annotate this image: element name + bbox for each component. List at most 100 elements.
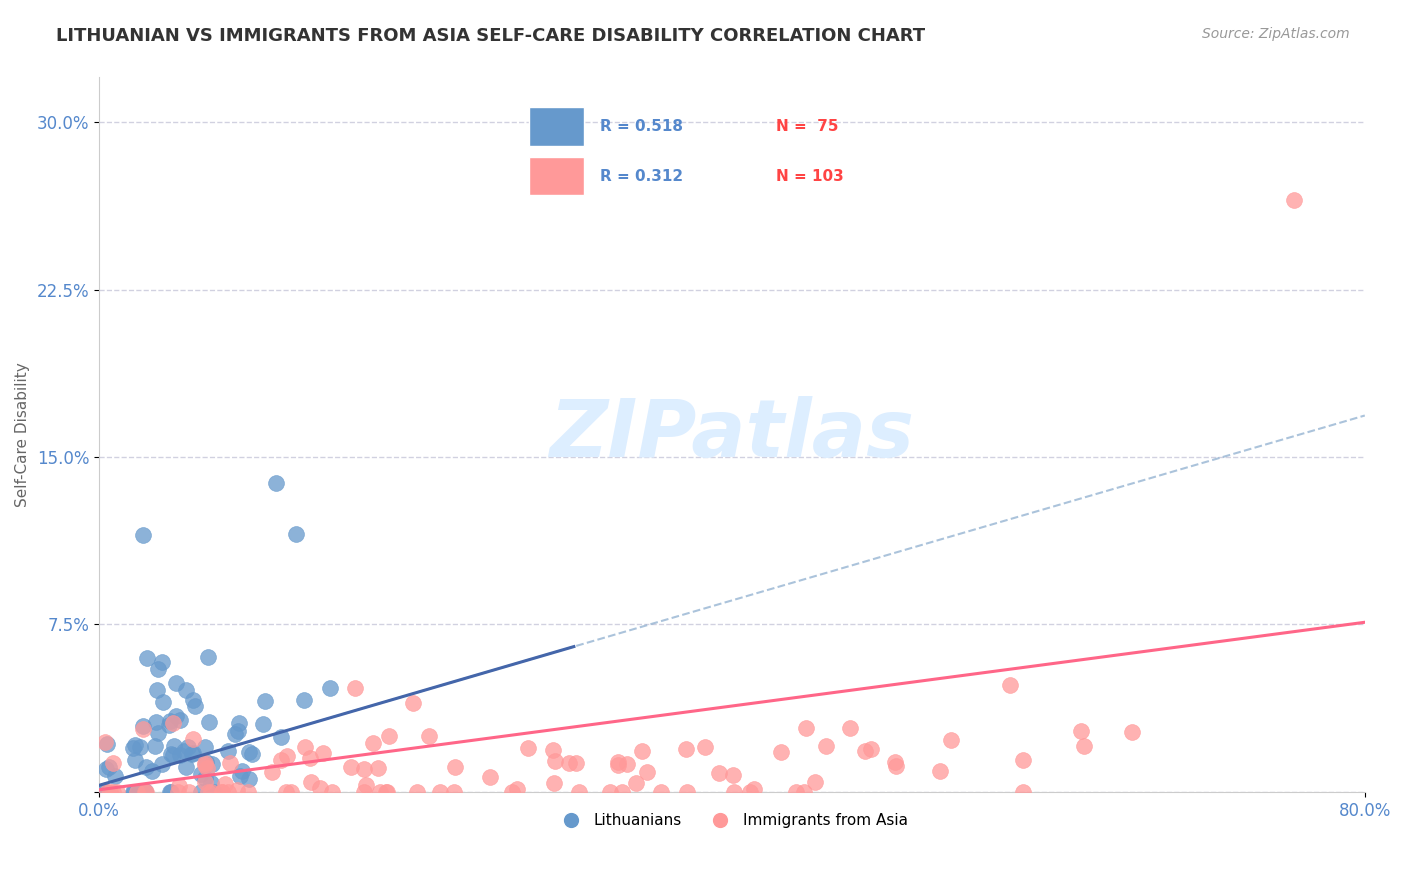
Point xyxy=(195,761,218,775)
Point xyxy=(104,769,127,783)
Point xyxy=(723,768,745,782)
Point xyxy=(309,781,332,796)
Point xyxy=(405,785,427,799)
Point xyxy=(169,713,191,727)
Point xyxy=(301,775,323,789)
Point xyxy=(163,739,186,753)
Point xyxy=(160,785,183,799)
Point xyxy=(340,760,363,774)
Point xyxy=(264,476,287,491)
Point xyxy=(132,528,155,542)
Point xyxy=(631,744,654,758)
Point xyxy=(479,770,502,784)
Point xyxy=(769,745,792,759)
Point xyxy=(181,692,204,706)
Point xyxy=(134,784,156,798)
Point xyxy=(96,785,118,799)
Point xyxy=(565,756,588,770)
Point xyxy=(1282,193,1305,207)
Point xyxy=(368,785,391,799)
Point xyxy=(135,785,157,799)
Point xyxy=(94,735,117,749)
Point xyxy=(132,719,155,733)
Point xyxy=(516,741,538,756)
Point xyxy=(177,785,200,799)
Point xyxy=(197,649,219,664)
Point xyxy=(260,764,283,779)
Text: ZIPatlas: ZIPatlas xyxy=(550,396,914,474)
Point xyxy=(793,785,815,799)
Point xyxy=(162,747,184,762)
Point xyxy=(610,785,633,799)
Point xyxy=(141,764,163,778)
Point xyxy=(219,756,242,771)
Point xyxy=(785,785,807,799)
Point xyxy=(693,740,716,755)
Point xyxy=(270,730,292,744)
Point xyxy=(361,735,384,749)
Point xyxy=(276,748,298,763)
Point xyxy=(211,785,233,799)
Point xyxy=(815,739,838,754)
Point xyxy=(443,785,465,799)
Point xyxy=(236,785,259,799)
Point xyxy=(321,785,343,799)
Point xyxy=(202,785,225,799)
Point xyxy=(167,779,190,793)
Point xyxy=(194,739,217,754)
Point xyxy=(280,785,302,799)
Point xyxy=(124,738,146,752)
Point xyxy=(148,662,170,676)
Point xyxy=(197,785,219,799)
Point xyxy=(150,756,173,771)
Point xyxy=(181,732,204,747)
Text: LITHUANIAN VS IMMIGRANTS FROM ASIA SELF-CARE DISABILITY CORRELATION CHART: LITHUANIAN VS IMMIGRANTS FROM ASIA SELF-… xyxy=(56,27,925,45)
Point xyxy=(1011,753,1033,767)
Point xyxy=(135,759,157,773)
Point xyxy=(194,757,217,772)
Point xyxy=(1121,724,1143,739)
Point xyxy=(568,785,591,799)
Point xyxy=(240,747,263,761)
Point xyxy=(1011,785,1033,799)
Point xyxy=(742,781,765,796)
Point xyxy=(165,709,187,723)
Point xyxy=(939,733,962,747)
Point xyxy=(131,785,153,799)
Point xyxy=(884,755,907,769)
Point xyxy=(859,742,882,756)
Point xyxy=(1000,678,1022,692)
Point xyxy=(190,785,212,799)
Point xyxy=(93,785,115,799)
Point xyxy=(96,785,118,799)
Point xyxy=(211,785,233,799)
Point xyxy=(1070,723,1092,738)
Point xyxy=(100,785,122,799)
Point xyxy=(676,785,699,799)
Point xyxy=(103,785,125,799)
Point xyxy=(270,753,292,767)
Point xyxy=(740,785,762,799)
Point xyxy=(129,740,152,755)
Point xyxy=(226,724,249,739)
Point xyxy=(252,716,274,731)
Point xyxy=(429,785,451,799)
Point xyxy=(636,764,658,779)
Point xyxy=(884,758,907,772)
Point xyxy=(375,785,398,799)
Point xyxy=(145,714,167,729)
Point xyxy=(506,782,529,797)
Point xyxy=(217,744,239,758)
Point xyxy=(190,767,212,781)
Point xyxy=(194,755,217,769)
Point xyxy=(135,651,157,665)
Point xyxy=(650,785,672,799)
Point xyxy=(367,761,389,775)
Point xyxy=(294,740,316,755)
Point xyxy=(125,785,148,799)
Point xyxy=(128,785,150,799)
Point xyxy=(124,753,146,767)
Point xyxy=(194,775,217,789)
Point xyxy=(402,696,425,710)
Point xyxy=(558,756,581,770)
